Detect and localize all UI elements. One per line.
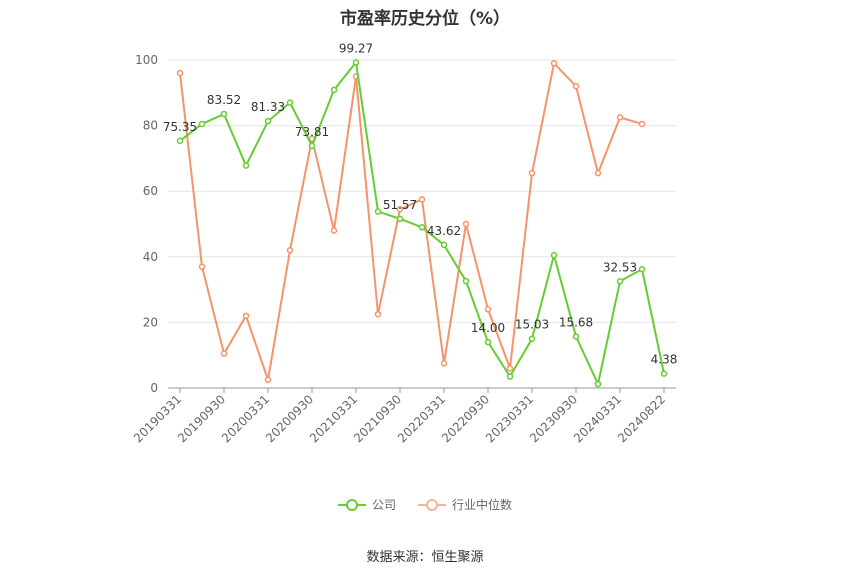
y-tick-label: 80 [143,119,158,133]
legend-item-industry-median[interactable]: 行业中位数 [418,496,512,513]
company-point [528,335,536,342]
company-point [572,333,580,340]
industry-median-point [242,312,250,320]
company-point [176,137,184,145]
industry-median-point [176,69,184,77]
industry-median-point [462,220,470,228]
data-label: 81.33 [251,100,285,114]
chart-title: 市盈率历史分位（%） [339,9,511,29]
industry-median-point [528,169,536,177]
legend-item-company[interactable]: 公司 [337,496,396,513]
company-point [660,370,668,377]
company-point [396,215,404,223]
legend-label-company: 公司 [371,498,396,512]
company-point [462,277,470,285]
industry-median-point [264,376,272,384]
company-point [242,162,250,169]
company-point [374,208,382,215]
industry-median-point [330,227,338,234]
industry-median-point [418,196,426,203]
company-point [286,99,294,106]
series-line-industry-median [179,62,643,381]
company-point [264,117,272,125]
industry-median-point [616,114,624,121]
x-tick-label: 20240822 [615,392,668,445]
legend-label-industry-median: 行业中位数 [452,498,513,512]
data-label: 75.35 [163,120,197,134]
company-point [352,59,360,66]
industry-median-point [220,350,228,357]
data-label: 15.68 [559,316,593,330]
company-point [418,224,426,231]
y-tick-label: 0 [150,381,158,395]
company-point [506,373,514,380]
data-label: 51.57 [383,198,417,212]
industry-median-point [440,360,448,367]
industry-median-point [594,169,602,177]
y-tick-label: 40 [143,250,158,264]
industry-median-point [572,82,580,90]
data-label: 15.03 [515,318,549,332]
industry-median-point [286,246,294,254]
data-source-note: 数据来源：恒生聚源 [366,550,484,565]
company-point [330,86,338,94]
company-point [198,120,206,128]
industry-median-point [550,60,558,67]
industry-median-point [396,205,404,213]
company-point [616,278,624,285]
company-point [484,338,492,346]
company-point [308,142,316,150]
data-label: 73.81 [295,125,329,139]
industry-median-point [638,120,646,128]
data-label: 14.00 [471,321,505,335]
industry-median-point [198,263,206,270]
industry-median-point [374,310,382,318]
data-label: 43.62 [427,224,461,238]
industry-median-point [506,365,514,372]
company-point [440,241,448,249]
data-label: 4.38 [651,353,678,367]
company-point [220,110,228,118]
y-tick-label: 60 [143,184,158,198]
legend-line-marker-icon [337,498,366,512]
company-point [638,266,646,273]
legend-line-marker-icon [418,498,446,512]
legend: 公司 行业中位数 [0,496,850,513]
company-point [594,380,602,388]
company-point [550,251,558,259]
data-label: 83.52 [207,93,241,107]
y-tick-label: 20 [143,315,158,329]
industry-median-point [484,306,492,313]
data-label: 99.27 [339,41,373,55]
y-tick-label: 100 [135,53,158,67]
data-label: 32.53 [603,260,637,274]
